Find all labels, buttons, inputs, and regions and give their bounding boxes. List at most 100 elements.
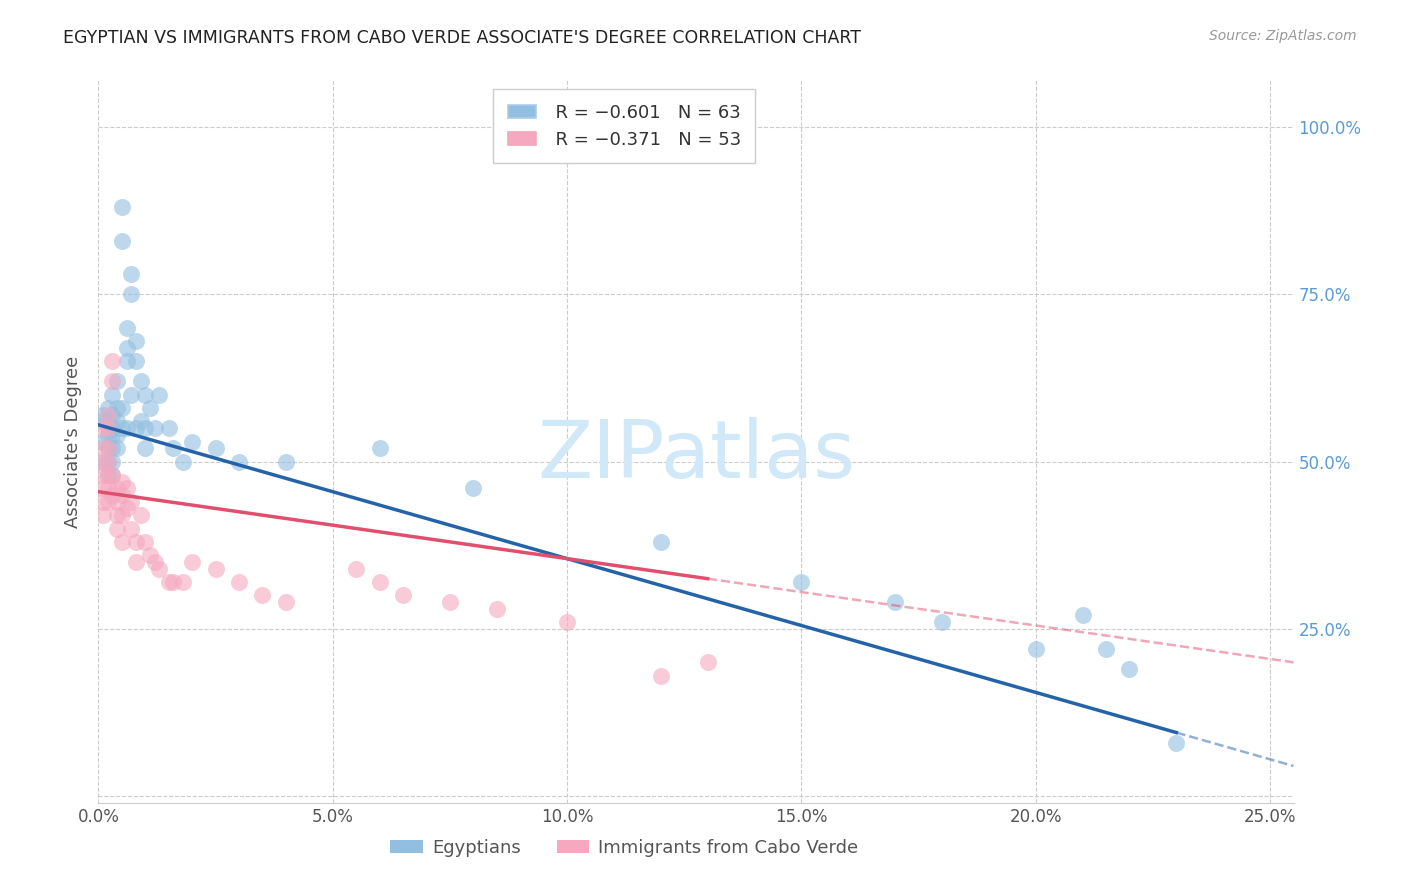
Point	[139, 548, 162, 563]
Point	[97, 442, 120, 455]
Point	[1166, 735, 1188, 749]
Legend: Egyptians, Immigrants from Cabo Verde: Egyptians, Immigrants from Cabo Verde	[381, 830, 868, 866]
Point	[884, 595, 907, 609]
Point	[439, 595, 461, 609]
Point	[181, 434, 204, 449]
Point	[97, 455, 120, 469]
Point	[125, 334, 148, 349]
Point	[134, 442, 156, 455]
Point	[105, 494, 128, 508]
Point	[1025, 642, 1047, 657]
Point	[101, 354, 124, 368]
Point	[172, 575, 194, 590]
Point	[120, 494, 142, 508]
Point	[115, 421, 138, 435]
Point	[129, 508, 152, 523]
Point	[1071, 608, 1094, 623]
Point	[105, 442, 128, 455]
Point	[392, 589, 415, 603]
Point	[97, 427, 120, 442]
Point	[111, 535, 134, 549]
Point	[101, 427, 124, 442]
Point	[97, 421, 120, 435]
Point	[172, 455, 194, 469]
Point	[105, 482, 128, 496]
Point	[125, 535, 148, 549]
Point	[143, 421, 166, 435]
Point	[111, 475, 134, 489]
Point	[129, 375, 152, 389]
Point	[120, 521, 142, 535]
Point	[91, 494, 114, 508]
Text: ZIPatlas: ZIPatlas	[537, 417, 855, 495]
Y-axis label: Associate's Degree: Associate's Degree	[65, 355, 83, 528]
Text: EGYPTIAN VS IMMIGRANTS FROM CABO VERDE ASSOCIATE'S DEGREE CORRELATION CHART: EGYPTIAN VS IMMIGRANTS FROM CABO VERDE A…	[63, 29, 862, 46]
Point	[1095, 642, 1118, 657]
Point	[105, 508, 128, 523]
Point	[111, 488, 134, 502]
Point	[97, 408, 120, 422]
Point	[105, 521, 128, 535]
Point	[204, 562, 226, 576]
Point	[105, 401, 128, 416]
Point	[204, 442, 226, 455]
Point	[115, 321, 138, 335]
Point	[111, 401, 134, 416]
Point	[101, 467, 124, 482]
Point	[111, 234, 134, 248]
Point	[115, 482, 138, 496]
Point	[101, 421, 124, 435]
Point	[101, 467, 124, 482]
Point	[125, 354, 148, 368]
Point	[105, 427, 128, 442]
Point	[111, 201, 134, 215]
Point	[485, 602, 508, 616]
Point	[274, 455, 297, 469]
Point	[101, 375, 124, 389]
Point	[368, 575, 391, 590]
Point	[1118, 662, 1140, 676]
Point	[101, 455, 124, 469]
Point	[97, 455, 120, 469]
Point	[91, 442, 114, 455]
Point	[125, 421, 148, 435]
Point	[120, 287, 142, 301]
Point	[790, 575, 813, 590]
Point	[129, 414, 152, 428]
Point	[101, 408, 124, 422]
Point	[97, 482, 120, 496]
Point	[115, 341, 138, 355]
Point	[97, 401, 120, 416]
Point	[274, 595, 297, 609]
Point	[157, 575, 180, 590]
Point	[931, 615, 953, 630]
Point	[162, 575, 184, 590]
Point	[555, 615, 578, 630]
Point	[139, 401, 162, 416]
Point	[105, 414, 128, 428]
Point	[228, 575, 250, 590]
Point	[134, 535, 156, 549]
Point	[120, 387, 142, 401]
Point	[252, 589, 274, 603]
Point	[91, 434, 114, 449]
Point	[125, 555, 148, 569]
Point	[157, 421, 180, 435]
Point	[148, 387, 170, 401]
Point	[91, 482, 114, 496]
Point	[181, 555, 204, 569]
Point	[696, 655, 718, 669]
Point	[120, 268, 142, 282]
Point	[101, 442, 124, 455]
Text: Source: ZipAtlas.com: Source: ZipAtlas.com	[1209, 29, 1357, 43]
Point	[97, 442, 120, 455]
Point	[91, 467, 114, 482]
Point	[91, 455, 114, 469]
Point	[115, 354, 138, 368]
Point	[105, 375, 128, 389]
Point	[148, 562, 170, 576]
Point	[162, 442, 184, 455]
Point	[91, 408, 114, 422]
Point	[134, 387, 156, 401]
Point	[97, 414, 120, 428]
